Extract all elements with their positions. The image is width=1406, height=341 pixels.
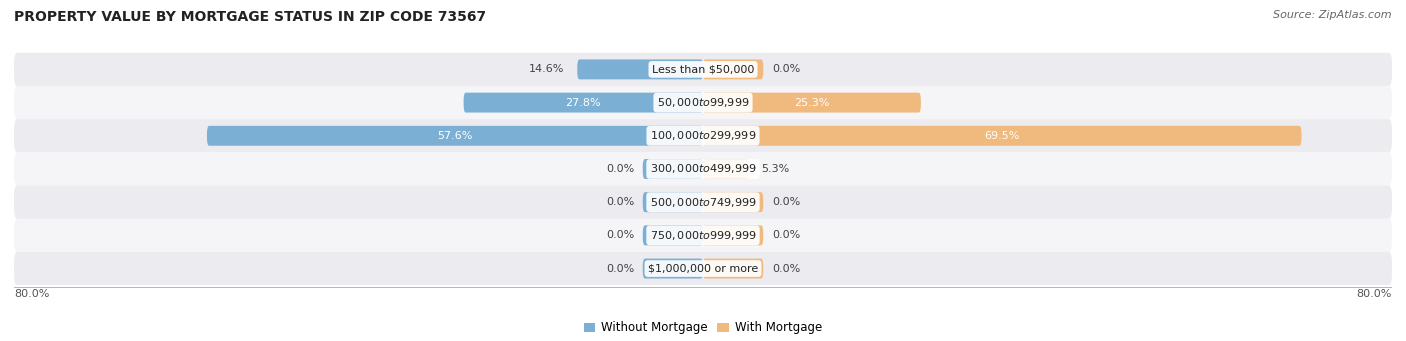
Text: $500,000 to $749,999: $500,000 to $749,999 [650, 196, 756, 209]
Text: 0.0%: 0.0% [606, 197, 634, 207]
FancyBboxPatch shape [643, 225, 703, 245]
Text: 0.0%: 0.0% [606, 264, 634, 273]
FancyBboxPatch shape [703, 225, 763, 245]
Text: 27.8%: 27.8% [565, 98, 602, 108]
Text: 25.3%: 25.3% [794, 98, 830, 108]
Text: $100,000 to $299,999: $100,000 to $299,999 [650, 129, 756, 142]
FancyBboxPatch shape [14, 219, 1392, 252]
FancyBboxPatch shape [14, 186, 1392, 219]
Legend: Without Mortgage, With Mortgage: Without Mortgage, With Mortgage [579, 316, 827, 339]
Text: $1,000,000 or more: $1,000,000 or more [648, 264, 758, 273]
FancyBboxPatch shape [643, 159, 703, 179]
FancyBboxPatch shape [643, 192, 703, 212]
FancyBboxPatch shape [578, 59, 703, 79]
Text: 0.0%: 0.0% [606, 164, 634, 174]
FancyBboxPatch shape [643, 258, 703, 279]
FancyBboxPatch shape [703, 93, 921, 113]
FancyBboxPatch shape [464, 93, 703, 113]
FancyBboxPatch shape [703, 126, 1302, 146]
Text: 57.6%: 57.6% [437, 131, 472, 141]
Text: 80.0%: 80.0% [1357, 289, 1392, 299]
FancyBboxPatch shape [703, 258, 763, 279]
FancyBboxPatch shape [207, 126, 703, 146]
Text: 5.3%: 5.3% [762, 164, 790, 174]
Text: 80.0%: 80.0% [14, 289, 49, 299]
Text: Less than $50,000: Less than $50,000 [652, 64, 754, 74]
Text: 0.0%: 0.0% [772, 264, 800, 273]
Text: 0.0%: 0.0% [606, 231, 634, 240]
FancyBboxPatch shape [703, 59, 763, 79]
Text: 0.0%: 0.0% [772, 231, 800, 240]
FancyBboxPatch shape [14, 252, 1392, 285]
Text: PROPERTY VALUE BY MORTGAGE STATUS IN ZIP CODE 73567: PROPERTY VALUE BY MORTGAGE STATUS IN ZIP… [14, 10, 486, 24]
Text: 69.5%: 69.5% [984, 131, 1019, 141]
FancyBboxPatch shape [14, 152, 1392, 186]
FancyBboxPatch shape [703, 159, 748, 179]
Text: $50,000 to $99,999: $50,000 to $99,999 [657, 96, 749, 109]
Text: 14.6%: 14.6% [529, 64, 564, 74]
Text: 0.0%: 0.0% [772, 64, 800, 74]
FancyBboxPatch shape [14, 119, 1392, 152]
FancyBboxPatch shape [703, 192, 763, 212]
Text: Source: ZipAtlas.com: Source: ZipAtlas.com [1274, 10, 1392, 20]
FancyBboxPatch shape [14, 53, 1392, 86]
FancyBboxPatch shape [14, 86, 1392, 119]
Text: 0.0%: 0.0% [772, 197, 800, 207]
Text: $750,000 to $999,999: $750,000 to $999,999 [650, 229, 756, 242]
Text: $300,000 to $499,999: $300,000 to $499,999 [650, 162, 756, 176]
